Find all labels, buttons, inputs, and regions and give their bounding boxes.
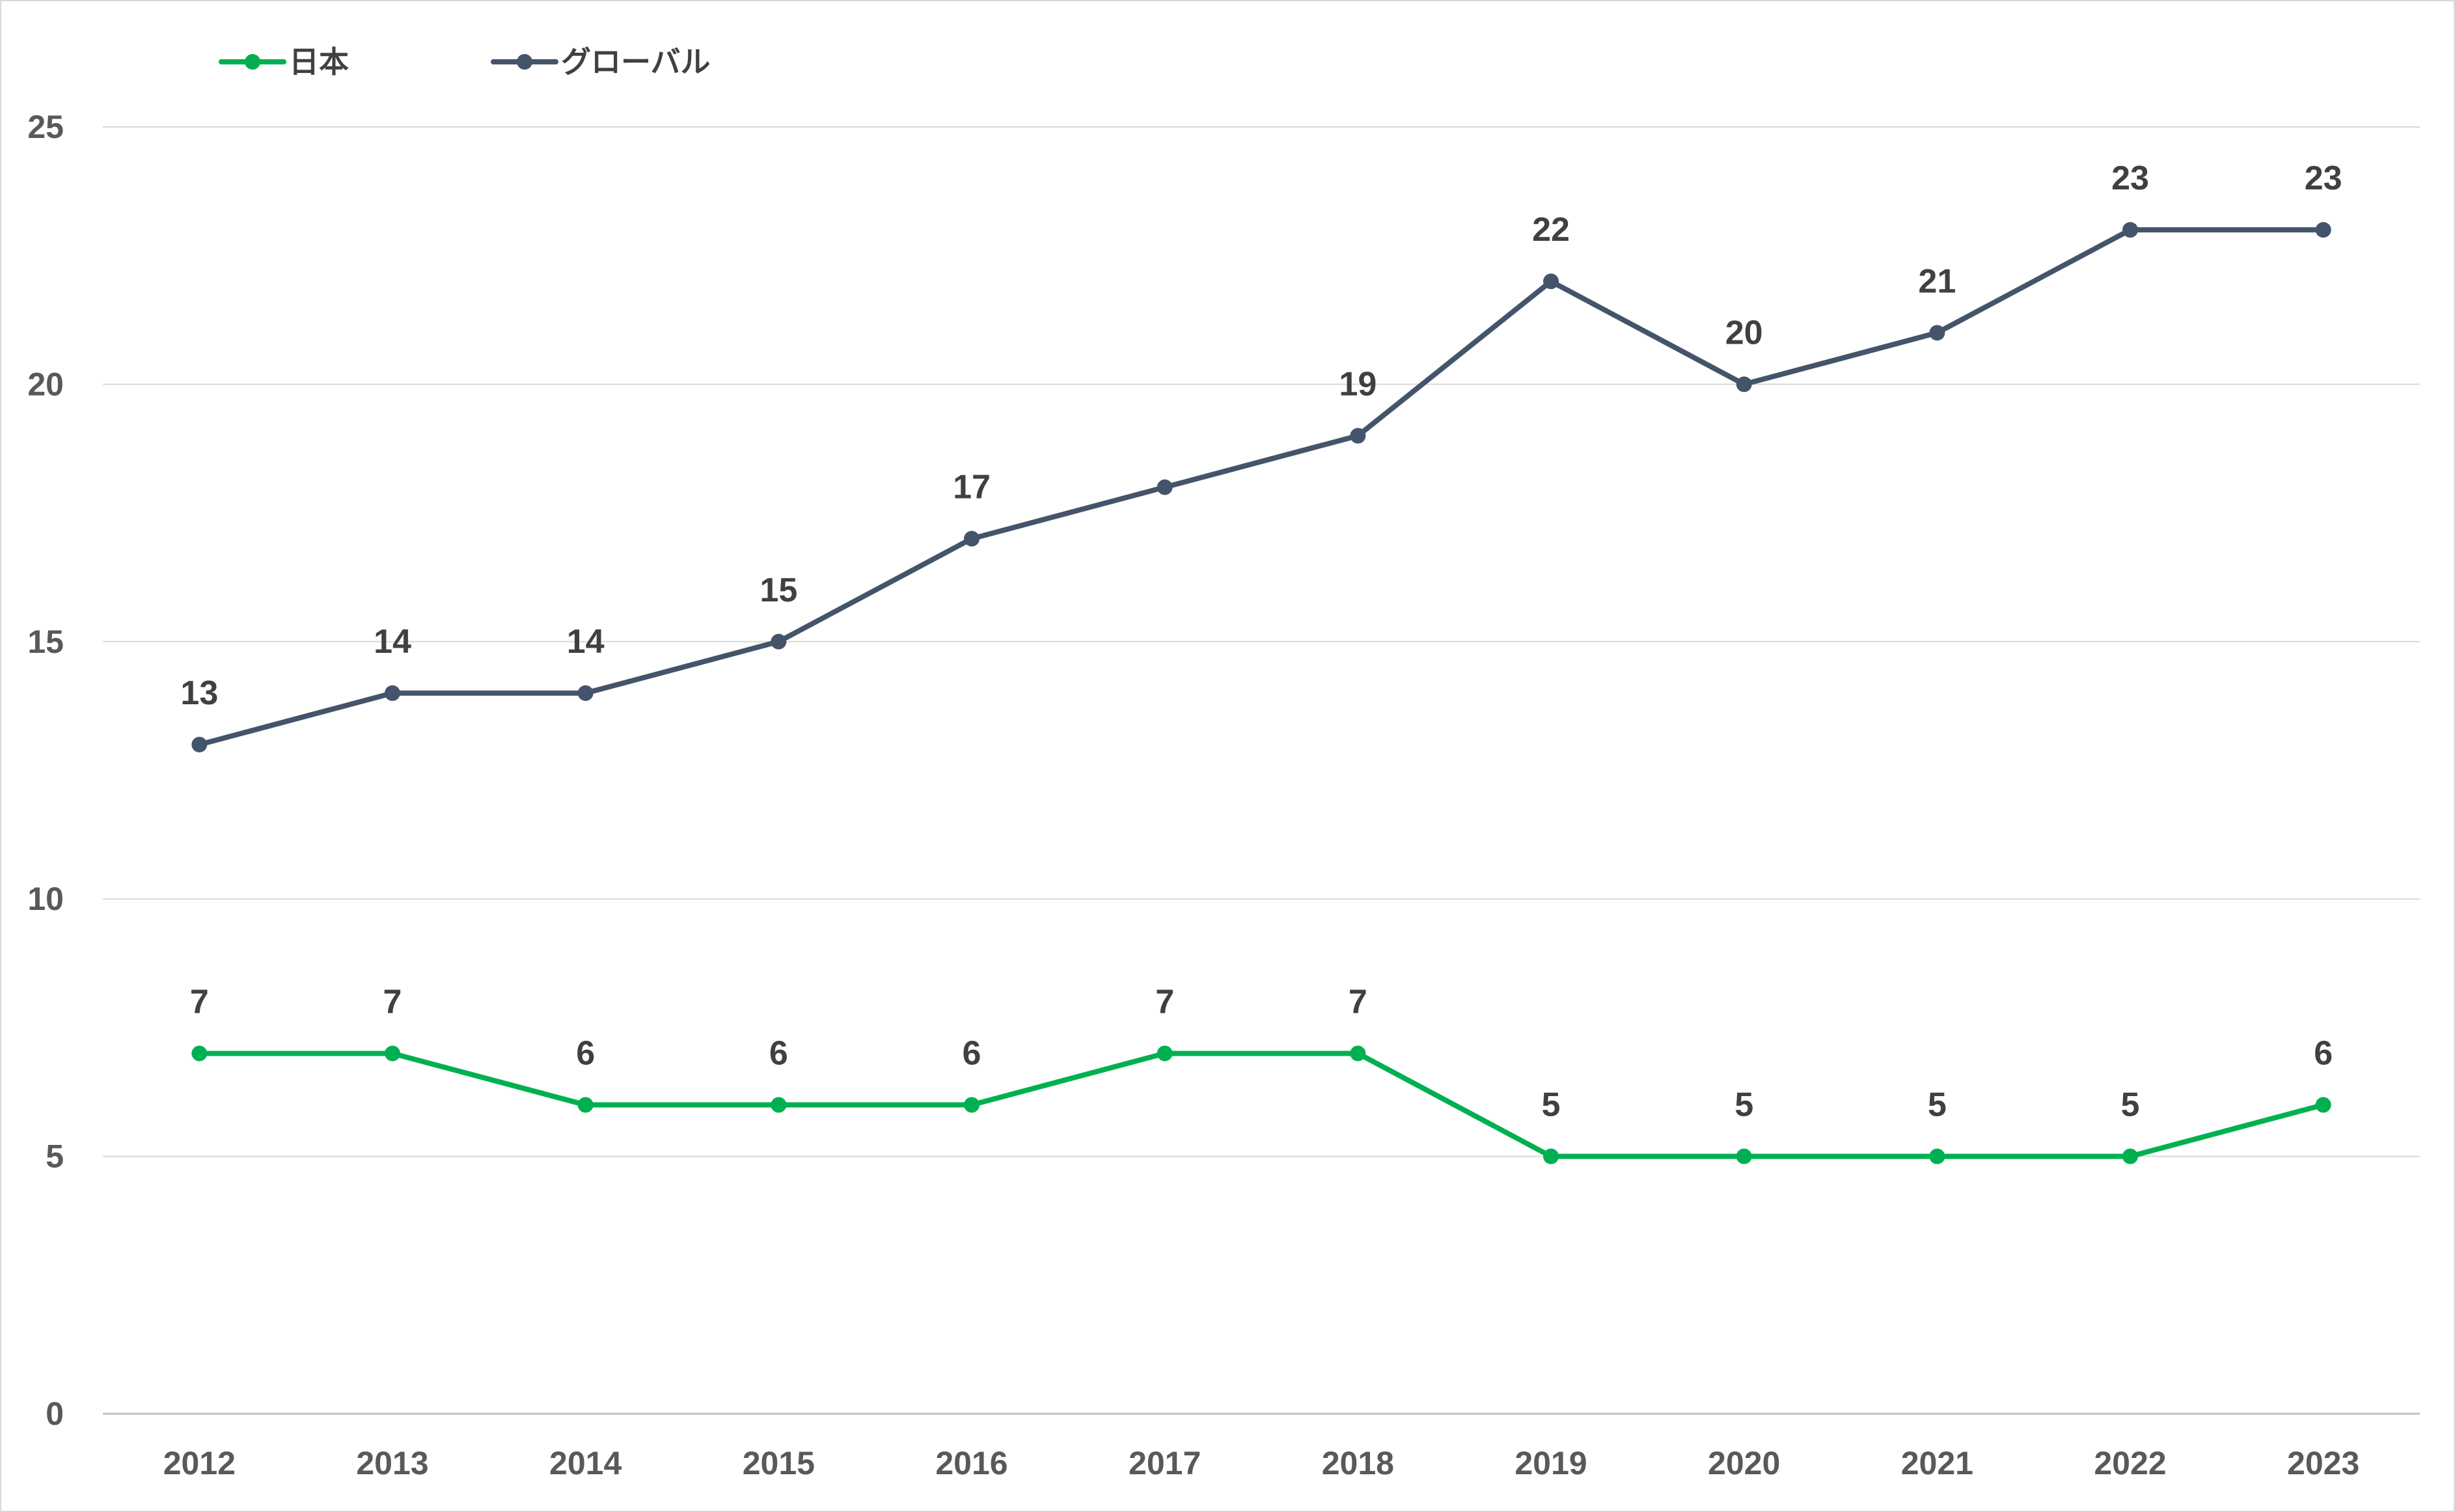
data-point (1736, 376, 1752, 392)
data-point (1929, 325, 1945, 341)
data-point (385, 1045, 400, 1062)
data-label: 20 (1725, 314, 1763, 351)
data-label: 6 (769, 1035, 788, 1073)
data-label: 17 (953, 469, 991, 506)
data-point (771, 1097, 787, 1113)
legend-label: 日本 (289, 45, 349, 79)
legend: 日本 グローバル (219, 45, 711, 79)
x-tick-label: 2020 (1708, 1445, 1780, 1481)
data-label: 5 (1542, 1086, 1561, 1124)
series-global: 13 14 14 15 17 19 22 20 21 23 23 (180, 159, 2342, 752)
data-label: 6 (963, 1035, 981, 1073)
y-axis-tick-labels: 0 5 10 15 20 25 (27, 109, 64, 1432)
x-tick-label: 2017 (1129, 1445, 1201, 1481)
data-label: 7 (1155, 983, 1174, 1021)
y-tick-label: 25 (27, 109, 64, 145)
x-tick-label: 2019 (1515, 1445, 1587, 1481)
data-point (771, 633, 787, 650)
data-label: 7 (383, 983, 402, 1021)
legend-swatch-marker (245, 54, 260, 70)
data-point (1736, 1148, 1752, 1164)
y-tick-label: 0 (46, 1395, 64, 1432)
data-point (2122, 1148, 2138, 1164)
series-layer: 7 7 6 6 6 7 7 5 5 5 5 6 13 14 14 15 17 19 22 20 21 23 23 (180, 159, 2342, 1164)
data-point (385, 685, 400, 701)
x-tick-label: 2022 (2094, 1445, 2166, 1481)
data-point (577, 685, 594, 701)
data-point (964, 1097, 980, 1113)
data-point (191, 1045, 208, 1062)
x-tick-label: 2012 (163, 1445, 236, 1481)
series-line (197, 227, 2326, 747)
series-japan: 7 7 6 6 6 7 7 5 5 5 5 6 (190, 983, 2333, 1164)
data-label: 14 (374, 623, 411, 661)
data-point (1929, 1148, 1945, 1164)
data-label: 6 (2314, 1035, 2333, 1073)
data-point (1350, 428, 1366, 444)
data-point (2122, 222, 2138, 238)
data-label: 6 (576, 1035, 595, 1073)
data-label: 22 (1532, 211, 1570, 249)
data-point (1350, 1045, 1366, 1062)
data-label: 5 (2121, 1086, 2140, 1124)
legend-label: グローバル (561, 45, 711, 79)
gridlines (103, 126, 2420, 1415)
x-tick-label: 2013 (356, 1445, 428, 1481)
data-label: 21 (1918, 262, 1956, 300)
series-line (197, 1051, 2326, 1159)
data-point (964, 530, 980, 547)
legend-item: グローバル (491, 45, 711, 79)
x-tick-label: 2023 (2287, 1445, 2359, 1481)
x-axis-tick-labels: 2012 2013 2014 2015 2016 2017 2018 2019 2020 2021… (163, 1445, 2360, 1481)
y-tick-label: 15 (27, 624, 64, 660)
y-tick-label: 5 (46, 1138, 64, 1175)
data-label: 13 (180, 674, 218, 712)
y-tick-label: 20 (27, 366, 64, 402)
x-tick-label: 2018 (1322, 1445, 1394, 1481)
data-label: 7 (190, 983, 209, 1021)
x-tick-label: 2021 (1901, 1445, 1973, 1481)
data-label: 14 (567, 623, 605, 661)
data-point (577, 1097, 594, 1113)
x-tick-label: 2014 (549, 1445, 622, 1481)
legend-item: 日本 (219, 45, 349, 79)
data-label: 23 (2305, 159, 2342, 197)
data-point (191, 736, 208, 752)
data-label: 5 (1928, 1086, 1947, 1124)
data-point (1157, 479, 1173, 495)
x-tick-label: 2016 (935, 1445, 1008, 1481)
data-point (1543, 1148, 1559, 1164)
data-point (2315, 1097, 2331, 1113)
data-label: 5 (1735, 1086, 1753, 1124)
data-label: 7 (1349, 983, 1367, 1021)
x-tick-label: 2015 (743, 1445, 815, 1481)
data-point (1543, 273, 1559, 290)
data-label: 15 (760, 571, 797, 609)
data-label: 19 (1339, 365, 1377, 403)
data-point (2315, 222, 2331, 238)
data-point (1157, 1045, 1173, 1062)
legend-swatch-marker (517, 54, 532, 70)
data-label: 23 (2111, 159, 2149, 197)
y-tick-label: 10 (27, 881, 64, 917)
